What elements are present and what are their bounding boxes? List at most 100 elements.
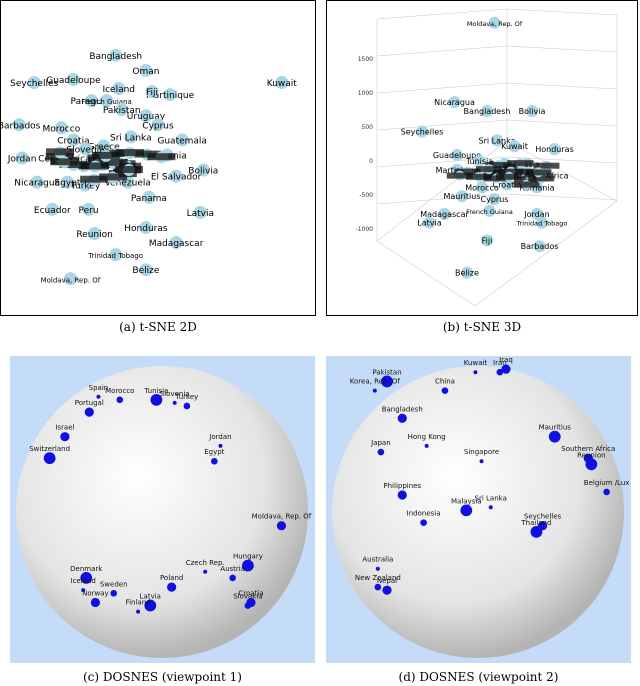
label-egypt: Egypt — [54, 179, 80, 189]
point-nicaragua — [30, 175, 44, 189]
cluster-label-mark — [475, 166, 502, 173]
point-kuwait — [473, 370, 478, 375]
grid-line — [506, 156, 618, 164]
label-norway: Norway — [82, 589, 109, 597]
point-honduras — [548, 143, 561, 156]
label-sri-lanka: Sri Lanka — [475, 494, 507, 502]
label-madagascar: Madagascar — [420, 210, 469, 219]
label-tunisia: Tunisia — [143, 387, 168, 395]
label-kuwait: Kuwait — [464, 359, 488, 367]
label-madagascar: Madagascar — [149, 239, 204, 249]
sphere — [332, 366, 624, 658]
label-sweden: Sweden — [100, 580, 128, 588]
label-venezuela: Venezuela — [105, 179, 151, 189]
axis-edge — [506, 8, 618, 16]
point-paraguay — [85, 94, 99, 108]
panel-tsne-3d: 1500 1000 500 0 -500 -1000 Moldava, Rep. Of Nic… — [326, 0, 640, 343]
point-guatemala — [175, 133, 189, 147]
label-iceland: Iceland — [102, 85, 135, 95]
label-peru: Peru — [79, 206, 99, 216]
tsne-2d-dense-cluster — [45, 146, 176, 186]
label-finland: Finland — [126, 599, 151, 607]
point-ecuador — [45, 202, 59, 216]
cluster-label-mark — [114, 165, 143, 173]
point-moldava-rep-of — [276, 521, 287, 531]
caption-c: (c) DOSNES (viewpoint 1) — [83, 670, 242, 684]
point-martinique — [163, 88, 177, 102]
cluster-label-mark — [446, 172, 473, 179]
cluster-label-mark — [533, 162, 560, 169]
point-trinidad-tobago — [109, 248, 123, 262]
point-latvia — [144, 599, 157, 612]
point-reunion — [585, 458, 598, 471]
label-morocco: Morocco — [105, 387, 134, 395]
label-iceland: Iceland — [71, 577, 96, 585]
point-oman — [139, 63, 153, 77]
label-honduras: Honduras — [535, 145, 574, 154]
axis-edge — [474, 200, 618, 307]
label-poland: Poland — [160, 574, 183, 582]
tsne-3d-axes — [376, 8, 618, 307]
point-bangladesh — [481, 104, 493, 117]
point-philippines — [397, 490, 407, 500]
grid-line — [376, 45, 508, 57]
sphere — [16, 366, 308, 658]
point-cyprus — [488, 193, 501, 206]
label-latvia: Latvia — [140, 593, 161, 601]
label-spain: Spain — [89, 384, 109, 392]
label-belgium-lux: Belgium /Lux — [584, 479, 630, 487]
label-iraq: Iraq — [499, 356, 513, 364]
label-pakistan: Pakistan — [372, 368, 401, 376]
panel-tsne-3d-frame: 1500 1000 500 0 -500 -1000 Moldava, Rep. Of Nic… — [326, 0, 638, 316]
caption-d: (d) DOSNES (viewpoint 2) — [398, 670, 559, 684]
label-thailand: Thailand — [520, 519, 551, 527]
label-turkey: Turkey — [175, 393, 199, 401]
label-japan: Japan — [370, 439, 391, 447]
point-panama — [142, 190, 156, 204]
axis-edge — [376, 8, 508, 20]
point-jordan — [218, 443, 223, 448]
point-trinidad-tobago — [536, 216, 548, 229]
label-guatemala: Guatemala — [157, 136, 207, 146]
label-belize: Belize — [132, 266, 159, 276]
cluster-label-mark — [485, 162, 512, 169]
panel-dosnes-2: Kuwait Iran Iraq Pakistan Korea, Rep. Of Chin… — [326, 356, 631, 686]
point-moldava-rep-of — [63, 272, 77, 286]
point-peru — [82, 202, 96, 216]
point-jordan — [15, 151, 29, 165]
point-mauritius — [548, 430, 561, 443]
label-reunion: Reunion — [577, 451, 605, 459]
point-jordan — [531, 207, 543, 220]
label-latvia: Latvia — [417, 219, 441, 228]
point-new-zealand — [374, 583, 382, 591]
label-hungary: Hungary — [233, 553, 263, 561]
point-sri-lanka — [488, 505, 493, 510]
cluster-label-mark — [91, 151, 120, 159]
label-jordan: Jordan — [523, 210, 549, 219]
label-bangladesh: Bangladesh — [382, 405, 423, 413]
label-jordan: Jordan — [208, 433, 231, 441]
label-nepal: Nepal — [377, 577, 397, 585]
label-oman: Oman — [132, 67, 159, 77]
label-cyprus: Cyprus — [481, 195, 509, 204]
label-moldava-rep-of: Moldava, Rep. Of — [252, 513, 312, 521]
panel-dosnes-1: Spain Morocco Portugal Tunisia Slovenia Turke… — [10, 356, 315, 686]
point-iraq — [501, 364, 511, 374]
label-portugal: Portugal — [75, 399, 104, 407]
label-cyprus: Cyprus — [142, 121, 174, 131]
grid-line — [376, 119, 508, 131]
label-fiji: Fiji — [482, 236, 493, 245]
label-el-salvador: El Salvador — [151, 173, 202, 183]
cluster-label-mark — [50, 158, 79, 166]
label-philippines: Philippines — [383, 482, 421, 490]
label-barbados: Barbados — [1, 121, 41, 131]
label-mauritius: Mauritius — [444, 192, 481, 201]
point-bolivia — [526, 104, 538, 117]
point-poland — [167, 582, 177, 592]
point-turkey — [183, 402, 191, 410]
tsne-2d-plot: Bangladesh Oman SeychellesGuadeloupeIcelan… — [1, 48, 297, 286]
point-hong-kong — [424, 443, 429, 448]
label-tunisia: Tunisia — [465, 157, 493, 166]
panel-tsne-2d-frame: Bangladesh Oman Seychelles Guadeloupe Icelan… — [0, 0, 316, 316]
